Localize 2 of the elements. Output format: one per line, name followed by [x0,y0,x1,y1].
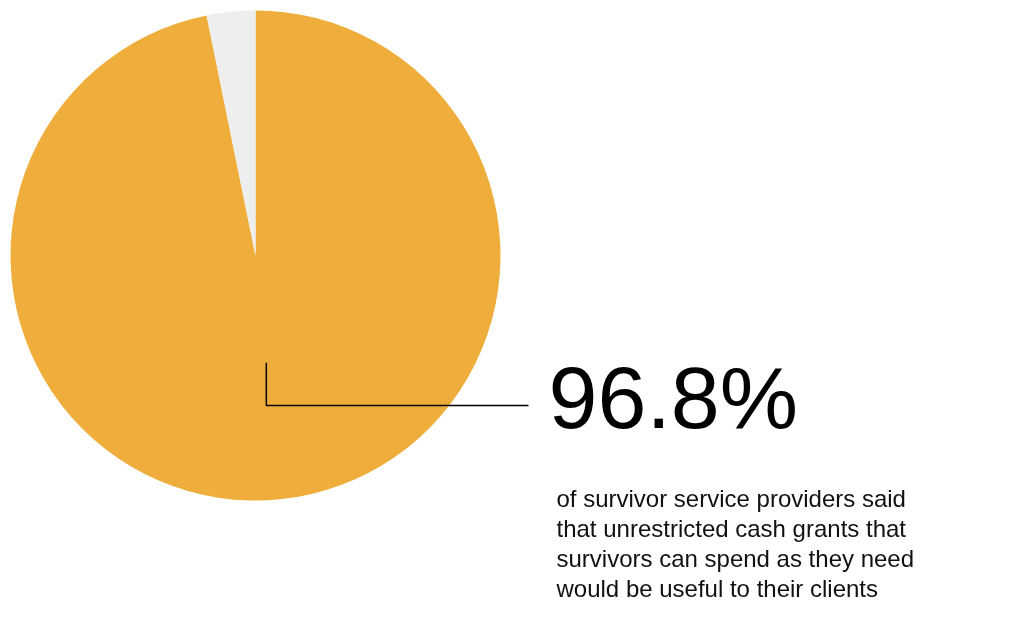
data-label: 96.8% [548,348,799,447]
text: of survivor service providers said that unrestricted cash grants that survivors can spend as they need would be useful to their clients [555,485,915,602]
